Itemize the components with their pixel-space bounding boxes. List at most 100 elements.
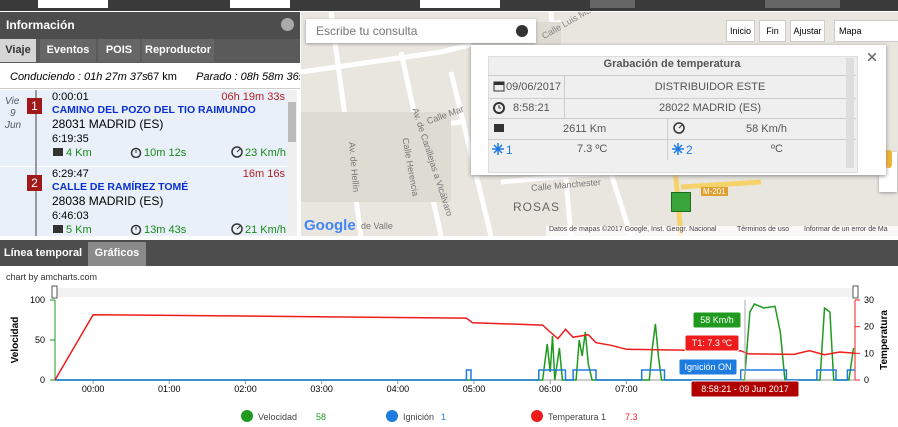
x-tick-label: 01:00 — [158, 384, 181, 394]
tooltip — [690, 380, 800, 398]
odometer-icon — [494, 124, 504, 132]
clear-button[interactable] — [516, 25, 528, 37]
map[interactable]: Calle Luis Ma Av. de Canillejas a Vicálv… — [301, 12, 898, 236]
stop-marker: 2 — [27, 175, 42, 191]
start-time: 0:00:01 — [52, 91, 89, 103]
legend-marker — [531, 410, 543, 422]
report-link[interactable]: Informar de un error de Ma — [804, 226, 888, 233]
day: 9 — [10, 108, 16, 119]
tab[interactable]: Eventos — [40, 39, 96, 62]
input[interactable] — [420, 0, 500, 8]
attribution-bar — [546, 226, 898, 236]
popup-scrollbar[interactable] — [846, 58, 854, 168]
pegman[interactable] — [885, 150, 892, 168]
x-tick-label: 02:00 — [234, 384, 257, 394]
popup-address: 28022 MADRID (ES) — [658, 102, 762, 114]
month: Jun — [5, 120, 22, 131]
sensor-temp: ºC — [771, 143, 783, 155]
bottom-tab-bar — [0, 240, 898, 266]
entry-row[interactable] — [0, 90, 287, 166]
info-panel: Información Viaje Eventos POIS Reproduct… — [0, 12, 300, 236]
collapse-button[interactable] — [281, 18, 294, 31]
tooltip-text: T1: 7.3 ºC — [692, 338, 733, 348]
stop-name: CAMINO DEL POZO DEL TIO RAIMUNDO — [52, 104, 256, 116]
scroll-grip — [852, 285, 859, 299]
y-tick-label: 50 — [35, 335, 45, 345]
stop-address: 28038 MADRID (ES) — [52, 194, 164, 208]
stop-duration: 06h 19m 33s — [221, 91, 285, 103]
stopped-time: Parado : 08h 58m 36s — [196, 71, 300, 83]
map-type-select[interactable]: Mapa — [834, 20, 898, 42]
button[interactable] — [590, 0, 635, 8]
road-label: M-201 — [701, 187, 728, 196]
scrollbar[interactable] — [287, 90, 297, 236]
tab[interactable]: Línea temporal — [3, 247, 83, 259]
stop-address: 28031 MADRID (ES) — [52, 117, 164, 131]
calendar-icon — [493, 81, 505, 92]
button[interactable] — [765, 0, 840, 8]
tab[interactable]: Viaje — [0, 39, 36, 62]
attribution: Datos de mapas ©2017 Google, Inst. Geogr… — [549, 226, 717, 233]
speed-icon — [231, 146, 243, 158]
popup-table — [488, 56, 858, 173]
y2-tick-label: 0 — [864, 375, 869, 385]
search-placeholder[interactable]: Escribe tu consulta — [316, 24, 418, 38]
x-tick-label: 03:00 — [310, 384, 333, 394]
vehicle-marker[interactable] — [671, 192, 691, 212]
tooltip — [692, 311, 742, 329]
google-logo: Google — [304, 217, 356, 234]
popup-title: Grabación de temperatura — [603, 58, 741, 70]
area-label: ROSAS — [513, 200, 561, 214]
trip-speed: 21 Km/h — [245, 224, 286, 236]
stop-marker: 1 — [27, 98, 42, 114]
legend-label: Ignición — [403, 412, 434, 422]
y-axis-label: Velocidad — [10, 317, 21, 364]
tab[interactable]: Gráficos — [88, 242, 146, 266]
legend-label: Temperatura 1 — [548, 412, 606, 422]
street-label: de Valle — [361, 221, 393, 231]
snow-icon — [672, 143, 684, 155]
y2-tick-label: 20 — [864, 322, 874, 332]
tooltip-text: Ignición ON — [684, 362, 731, 372]
summary — [0, 63, 300, 89]
tooltip — [684, 334, 740, 352]
x-tick-label: 00:00 — [82, 384, 105, 394]
trip-distance: 5 Km — [66, 224, 92, 236]
chart-credit: chart by amcharts.com — [6, 272, 97, 282]
clock-icon — [493, 102, 505, 114]
map-button[interactable]: Inicio — [726, 20, 755, 42]
popup-place: DISTRIBUIDOR ESTE — [654, 81, 766, 93]
snow-icon — [492, 143, 504, 155]
trip-duration: 10m 12s — [144, 147, 187, 159]
driving-time: Conduciendo : 01h 27m 37s — [10, 71, 148, 83]
tab[interactable]: POIS — [98, 39, 140, 62]
sensor-temp: 7.3 ºC — [577, 143, 608, 155]
trip-distance: 4 Km — [66, 147, 92, 159]
map-button[interactable]: Fin — [759, 20, 786, 42]
chart: chart by amcharts.com 0 50 100 0 10 20 30 00:00 0… — [6, 272, 890, 422]
odo-icon — [53, 225, 63, 233]
legend-marker — [241, 410, 253, 422]
input[interactable] — [230, 0, 290, 8]
sensor-id: 2 — [686, 143, 693, 157]
popup-speed: 58 Km/h — [746, 123, 787, 135]
legend-marker — [386, 410, 398, 422]
series-line — [54, 313, 856, 381]
panel-header — [0, 12, 300, 39]
y2-tick-label: 30 — [864, 295, 874, 305]
popup-odometer: 2611 Km — [563, 123, 607, 135]
scroll-grip — [51, 285, 58, 299]
legend-value: 58 — [316, 412, 326, 422]
legend-value: 7.3 — [625, 412, 638, 422]
sensor-id: 1 — [506, 143, 513, 157]
input[interactable] — [38, 0, 108, 8]
terms-link[interactable]: Términos de uso — [737, 226, 790, 233]
map-button[interactable]: Ajustar — [790, 20, 825, 42]
stop-duration: 16m 16s — [242, 168, 285, 180]
timer-icon — [130, 147, 142, 158]
search-box[interactable] — [306, 19, 536, 43]
popup-close[interactable] — [867, 50, 877, 62]
popup-time: 8:58:21 — [513, 102, 550, 114]
tab[interactable]: Reproductor — [142, 39, 214, 62]
